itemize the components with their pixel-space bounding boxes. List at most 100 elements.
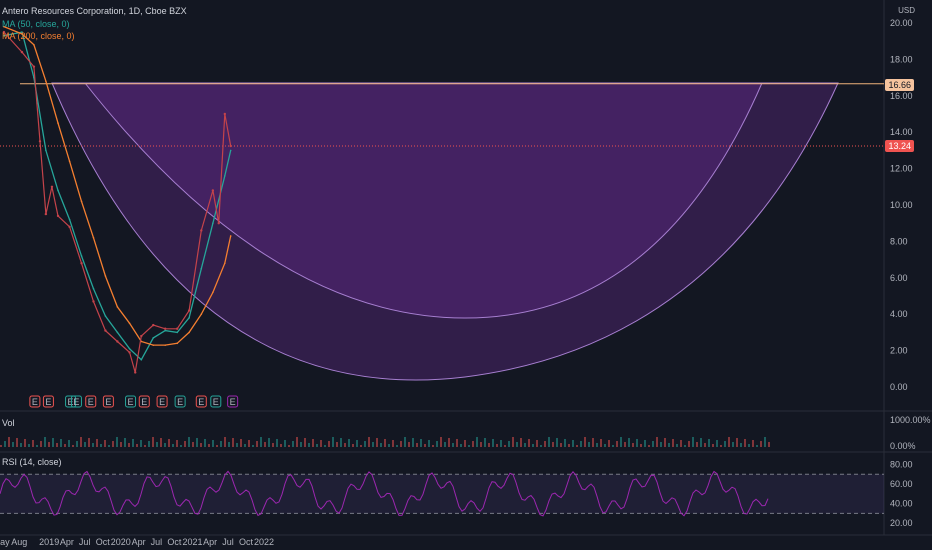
volume-bar bbox=[648, 445, 650, 447]
volume-bar bbox=[444, 442, 446, 447]
volume-bar bbox=[660, 442, 662, 447]
series-1-point bbox=[104, 275, 107, 277]
volume-bar bbox=[700, 438, 702, 447]
volume-bar bbox=[76, 441, 78, 447]
series-1-point bbox=[33, 44, 35, 46]
volume-bar bbox=[260, 437, 262, 447]
volume-bar bbox=[160, 438, 162, 447]
volume-bar bbox=[624, 442, 626, 447]
volume-bar bbox=[540, 445, 542, 447]
volume-bar bbox=[156, 442, 158, 447]
price-tick-label: 14.00 bbox=[890, 127, 913, 137]
earnings-marker bbox=[29, 395, 41, 408]
volume-bar bbox=[544, 441, 546, 447]
volume-bar bbox=[240, 439, 242, 447]
earnings-marker-label: E bbox=[141, 397, 147, 407]
volume-bar bbox=[232, 438, 234, 447]
volume-bar bbox=[60, 439, 62, 447]
series-2-point bbox=[175, 327, 179, 330]
series-1-point bbox=[128, 322, 131, 325]
earnings-marker-label: E bbox=[230, 397, 236, 407]
volume-bar bbox=[28, 444, 30, 447]
volume-bar bbox=[44, 437, 46, 447]
volume-bar bbox=[708, 439, 710, 447]
price-tick-label: 2.00 bbox=[890, 346, 908, 356]
volume-bar bbox=[636, 439, 638, 447]
volume-bar bbox=[756, 445, 758, 447]
volume-bar bbox=[692, 437, 694, 447]
series-2-point bbox=[116, 340, 119, 343]
volume-bar bbox=[136, 444, 138, 447]
series-2-point bbox=[56, 214, 60, 218]
series-2-point bbox=[134, 371, 137, 374]
volume-bar bbox=[320, 440, 322, 447]
volume-bar bbox=[312, 439, 314, 447]
series-1-point bbox=[152, 344, 155, 346]
volume-bar bbox=[728, 437, 730, 447]
volume-bar bbox=[256, 441, 258, 447]
volume-bar bbox=[176, 440, 178, 447]
volume-bar bbox=[56, 443, 58, 447]
volume-bar bbox=[388, 444, 390, 447]
volume-bar bbox=[344, 443, 346, 447]
volume-bar bbox=[12, 442, 14, 447]
volume-bar bbox=[368, 437, 370, 447]
series-2-point bbox=[80, 262, 83, 265]
series-2-point bbox=[32, 65, 36, 68]
volume-bar bbox=[584, 437, 586, 447]
volume-bar bbox=[24, 439, 26, 447]
series-0-point bbox=[164, 329, 167, 332]
volume-bar bbox=[644, 440, 646, 447]
time-tick-label: May bbox=[0, 537, 10, 547]
volume-bar bbox=[348, 439, 350, 447]
volume-bar bbox=[744, 439, 746, 447]
volume-bar bbox=[300, 442, 302, 447]
volume-bar bbox=[596, 443, 598, 447]
volume-bar bbox=[280, 444, 282, 447]
series-1-point bbox=[188, 331, 190, 334]
volume-bar bbox=[140, 440, 142, 447]
series-0-point bbox=[3, 34, 5, 37]
series-2-point bbox=[187, 309, 191, 312]
volume-bar bbox=[352, 444, 354, 447]
series-2-point bbox=[2, 30, 6, 34]
earnings-marker bbox=[70, 395, 82, 408]
series-1-point bbox=[68, 160, 71, 163]
volume-bar bbox=[428, 440, 430, 447]
series-1-point bbox=[224, 262, 226, 265]
volume-bar bbox=[612, 445, 614, 447]
volume-bar bbox=[168, 439, 170, 447]
volume-bar bbox=[408, 442, 410, 447]
volume-bar bbox=[576, 445, 578, 447]
volume-bar bbox=[272, 443, 274, 447]
volume-bar bbox=[464, 440, 466, 447]
volume-bar bbox=[600, 439, 602, 447]
earnings-marker bbox=[65, 395, 77, 408]
volume-bar bbox=[296, 437, 298, 447]
volume-bar bbox=[128, 443, 130, 447]
volume-bar bbox=[664, 438, 666, 447]
volume-bar bbox=[436, 441, 438, 447]
series-0-point bbox=[224, 175, 226, 177]
volume-bar bbox=[736, 438, 738, 447]
series-0-point bbox=[188, 317, 190, 319]
series-2-point bbox=[44, 212, 48, 216]
volume-bar bbox=[460, 444, 462, 447]
volume-bar bbox=[236, 443, 238, 447]
volume-bar bbox=[684, 445, 686, 447]
volume-bar bbox=[696, 442, 698, 447]
series-2-point bbox=[229, 144, 232, 148]
volume-bar bbox=[384, 439, 386, 447]
volume-bar bbox=[104, 440, 106, 447]
volume-bar bbox=[52, 438, 54, 447]
volume-bar bbox=[276, 439, 278, 447]
price-tick-label: 12.00 bbox=[890, 164, 913, 174]
volume-bar bbox=[100, 444, 102, 447]
volume-bar bbox=[244, 444, 246, 447]
series-0-point bbox=[21, 31, 23, 33]
volume-bar bbox=[688, 441, 690, 447]
volume-bar bbox=[148, 441, 150, 447]
series-0-point bbox=[80, 255, 83, 257]
series-2-point bbox=[164, 327, 167, 330]
